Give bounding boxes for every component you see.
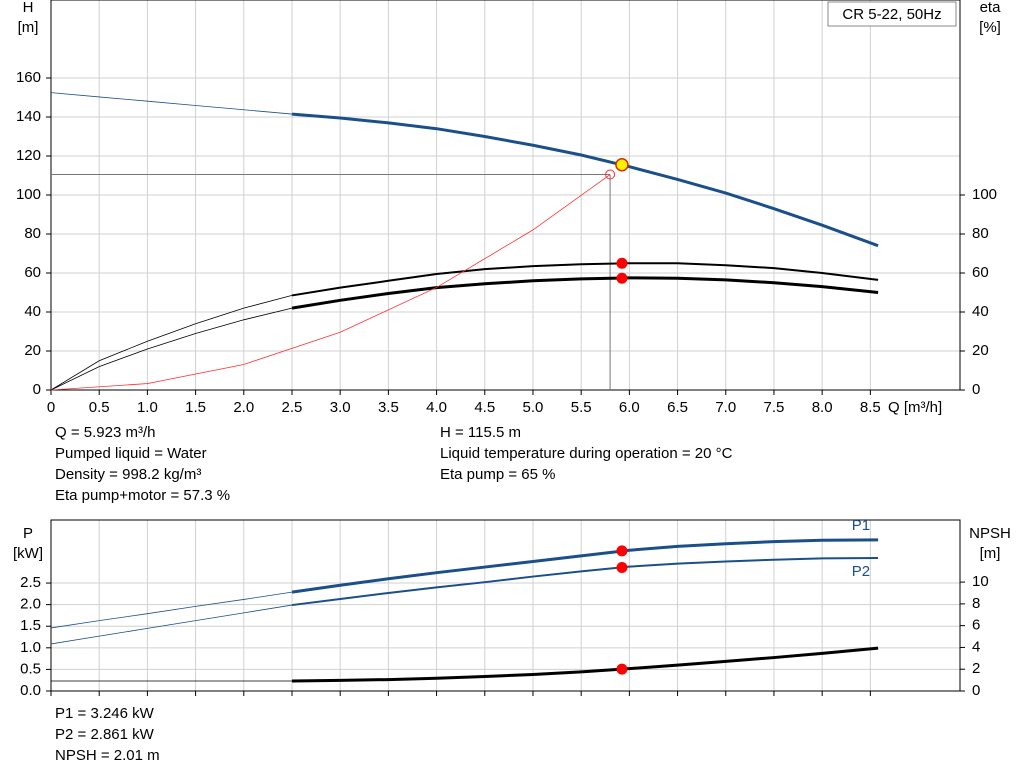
x-tick-label: 8.5 <box>860 399 881 416</box>
x-tick-label: 3.0 <box>330 399 351 416</box>
y-tick-label: 2.0 <box>20 596 41 613</box>
y-axis-label: [m] <box>18 19 39 36</box>
info-text: Pumped liquid = Water <box>55 445 207 462</box>
y-axis-label: H <box>23 0 34 16</box>
y2-tick-label: 40 <box>972 303 989 320</box>
operating-point <box>616 663 628 675</box>
y-tick-label: 0 <box>33 381 41 398</box>
x-tick-label: 1.0 <box>137 399 158 416</box>
y2-axis-label: [%] <box>979 19 1001 36</box>
info-text: Q = 5.923 m³/h <box>55 424 155 441</box>
x-tick-label: 3.5 <box>378 399 399 416</box>
chart-title: CR 5-22, 50Hz <box>842 6 941 23</box>
info-text: H = 115.5 m <box>440 424 521 441</box>
curve-thin <box>50 277 879 391</box>
series-label: P2 <box>852 563 870 580</box>
curve-thin <box>50 92 879 247</box>
info-text: P2 = 2.861 kW <box>55 726 155 743</box>
y2-tick-label: 20 <box>972 342 989 359</box>
y-tick-label: 40 <box>24 303 41 320</box>
y2-tick-label: 8 <box>972 595 980 612</box>
x-tick-label: 1.5 <box>185 399 206 416</box>
y2-tick-label: 0 <box>972 381 980 398</box>
x-tick-label: 2.5 <box>282 399 303 416</box>
x-tick-label: 2.0 <box>233 399 254 416</box>
info-text: Liquid temperature during operation = 20… <box>440 445 733 462</box>
info-text: NPSH = 2.01 m <box>55 747 160 764</box>
x-tick-label: 5.0 <box>523 399 544 416</box>
info-text: Density = 998.2 kg/m³ <box>55 466 201 483</box>
operating-point <box>616 545 628 557</box>
y-axis-label: P <box>23 525 33 542</box>
x-tick-label: 6.0 <box>619 399 640 416</box>
x-tick-label: 4.0 <box>426 399 447 416</box>
y2-tick-label: 6 <box>972 617 980 634</box>
operating-point <box>615 158 629 172</box>
y2-axis-label: [m] <box>980 545 1001 562</box>
y2-tick-label: 4 <box>972 638 980 655</box>
info-text: P1 = 3.246 kW <box>55 705 155 722</box>
y-tick-label: 140 <box>16 108 41 125</box>
x-tick-label: 8.0 <box>812 399 833 416</box>
y-tick-label: 0.0 <box>20 682 41 699</box>
y-tick-label: 1.0 <box>20 639 41 656</box>
curve <box>291 557 879 607</box>
plot-frame <box>50 0 961 391</box>
y2-tick-label: 2 <box>972 660 980 677</box>
x-tick-label: 0 <box>47 399 55 416</box>
curve <box>291 646 879 683</box>
x-tick-label: 4.5 <box>474 399 495 416</box>
info-text: Eta pump = 65 % <box>440 466 556 483</box>
y2-tick-label: 100 <box>972 186 997 203</box>
y-tick-label: 1.5 <box>20 617 41 634</box>
y2-tick-label: 60 <box>972 264 989 281</box>
y-axis-label: [kW] <box>13 545 43 562</box>
plot-frame <box>50 519 961 692</box>
series-label: P1 <box>852 517 870 534</box>
y2-tick-label: 0 <box>972 682 980 699</box>
y2-axis-label: eta <box>980 0 1002 16</box>
y-tick-label: 2.5 <box>20 574 41 591</box>
x-axis-label: Q [m³/h] <box>888 399 942 416</box>
operating-point <box>616 257 628 269</box>
info-text: Eta pump+motor = 57.3 % <box>55 487 230 504</box>
title-box <box>827 1 957 27</box>
y-tick-label: 20 <box>24 342 41 359</box>
duty-point <box>605 169 616 180</box>
x-tick-label: 7.0 <box>715 399 736 416</box>
x-tick-label: 6.5 <box>667 399 688 416</box>
y-tick-label: 120 <box>16 147 41 164</box>
y2-tick-label: 80 <box>972 225 989 242</box>
curve <box>291 276 879 310</box>
curve-thin <box>50 174 611 391</box>
curve <box>291 262 879 297</box>
x-tick-label: 5.5 <box>571 399 592 416</box>
curve <box>291 112 879 248</box>
y-tick-label: 160 <box>16 69 41 86</box>
y2-axis-label: NPSH <box>969 525 1011 542</box>
y2-tick-label: 10 <box>972 573 989 590</box>
x-tick-label: 0.5 <box>89 399 110 416</box>
y-tick-label: 100 <box>16 186 41 203</box>
operating-point <box>616 272 628 284</box>
x-tick-label: 7.5 <box>764 399 785 416</box>
y-tick-label: 60 <box>24 264 41 281</box>
curve <box>291 538 879 594</box>
operating-point <box>616 561 628 573</box>
y-tick-label: 0.5 <box>20 660 41 677</box>
y-tick-label: 80 <box>24 225 41 242</box>
